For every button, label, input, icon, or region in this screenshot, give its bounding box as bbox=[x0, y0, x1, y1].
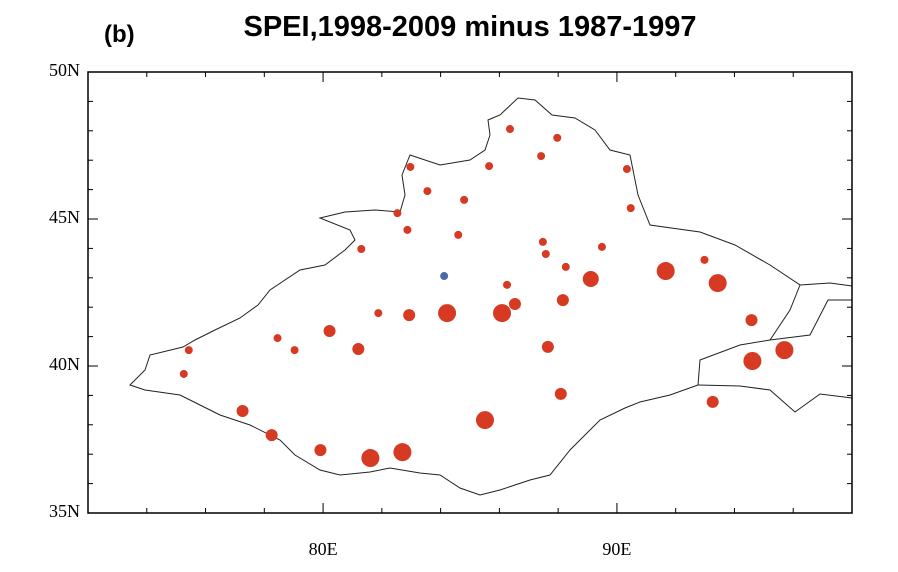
station-point bbox=[403, 309, 416, 322]
station-point bbox=[537, 152, 546, 161]
y-tick-label: 40N bbox=[49, 354, 80, 374]
station-point bbox=[393, 443, 412, 462]
y-tick-label: 50N bbox=[49, 60, 80, 80]
station-point bbox=[314, 444, 327, 457]
province-border bbox=[697, 384, 853, 413]
station-point bbox=[708, 274, 727, 293]
station-point bbox=[538, 237, 547, 246]
station-point bbox=[505, 125, 514, 134]
station-point bbox=[700, 255, 709, 264]
station-point bbox=[323, 325, 336, 338]
station-point bbox=[352, 342, 365, 355]
region-border bbox=[129, 97, 801, 496]
station-point bbox=[460, 195, 469, 204]
station-point bbox=[541, 249, 550, 258]
station-point bbox=[406, 162, 415, 171]
map-outline bbox=[129, 97, 853, 496]
station-point bbox=[357, 244, 366, 253]
station-point bbox=[493, 304, 512, 323]
station-point bbox=[582, 270, 599, 287]
station-point bbox=[622, 165, 631, 174]
station-point bbox=[485, 162, 494, 171]
station-point bbox=[423, 187, 432, 196]
station-point bbox=[745, 314, 758, 327]
station-point bbox=[556, 294, 569, 307]
y-tick-label: 35N bbox=[49, 501, 80, 521]
station-point bbox=[503, 280, 512, 289]
station-point bbox=[561, 262, 570, 271]
station-point bbox=[553, 133, 562, 142]
panel-label: (b) bbox=[104, 21, 135, 48]
station-point bbox=[438, 304, 457, 323]
station-point bbox=[403, 225, 412, 234]
station-point bbox=[743, 352, 762, 371]
station-point bbox=[440, 272, 449, 281]
station-point bbox=[656, 262, 675, 281]
station-point bbox=[179, 369, 188, 378]
plot-frame bbox=[87, 71, 853, 514]
station-point bbox=[508, 297, 521, 310]
station-point bbox=[454, 230, 463, 239]
station-point bbox=[475, 411, 494, 430]
x-tick-label: 90E bbox=[602, 539, 631, 559]
station-point bbox=[273, 334, 282, 343]
station-point bbox=[374, 309, 383, 318]
station-point bbox=[184, 346, 193, 355]
station-point bbox=[290, 346, 299, 355]
province-border bbox=[769, 299, 852, 341]
station-point bbox=[554, 387, 567, 400]
province-border bbox=[799, 282, 853, 287]
y-tick-label: 45N bbox=[49, 207, 80, 227]
station-point bbox=[775, 341, 794, 360]
station-point bbox=[393, 209, 402, 218]
station-point bbox=[236, 404, 249, 417]
x-tick-label: 80E bbox=[309, 539, 338, 559]
station-point bbox=[265, 429, 278, 442]
station-point bbox=[706, 395, 719, 408]
station-point bbox=[361, 449, 380, 468]
chart-title: SPEI,1998-2009 minus 1987-1997 bbox=[243, 11, 696, 43]
station-point bbox=[597, 242, 606, 251]
station-point bbox=[541, 340, 554, 353]
station-point bbox=[626, 204, 635, 213]
